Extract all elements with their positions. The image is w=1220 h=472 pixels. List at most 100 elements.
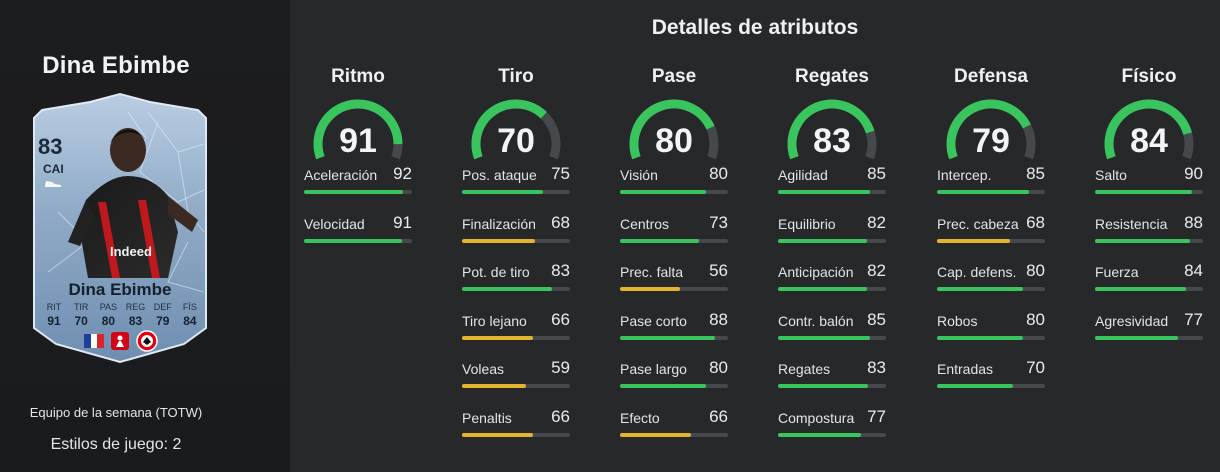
gauge-fill: [946, 99, 1031, 160]
attribute-row-aceleracion: Aceleración 92: [302, 164, 414, 213]
playstyles-count[interactable]: Estilos de juego: 2: [50, 436, 182, 453]
card-stat: RIT 91: [42, 302, 66, 328]
attribute-value: 59: [551, 358, 570, 377]
card-stats: RIT 91 TIR 70 PAS 80 REG 83 DEF 79 FÍS 84: [42, 302, 202, 328]
attribute-value: 66: [551, 309, 570, 329]
attribute-bar-track: [778, 238, 886, 243]
attribute-name: Robos: [937, 312, 978, 329]
attribute-row-intercep: Intercep. 85: [935, 164, 1047, 213]
attribute-bar-fill: [462, 238, 536, 243]
attribute-name: Agresividad: [1095, 312, 1169, 329]
attribute-name: Pase largo: [620, 361, 687, 377]
attribute-value: 66: [709, 406, 728, 426]
attribute-value: 70: [1026, 358, 1045, 377]
attribute-bar-fill: [778, 432, 862, 437]
attribute-bar-fill: [620, 238, 699, 243]
attribute-name: Visión: [620, 167, 658, 183]
attribute-row-centros: Centros 73: [618, 213, 730, 262]
attribute-name: Velocidad: [304, 215, 365, 232]
attribute-value: 80: [709, 164, 728, 183]
attribute-bar-track: [462, 384, 570, 388]
attribute-value: 82: [867, 261, 886, 280]
attribute-bar-fill: [620, 384, 707, 388]
attribute-bar-track: [778, 432, 886, 437]
attribute-value: 80: [1026, 309, 1045, 329]
attribute-value: 73: [709, 212, 728, 232]
attribute-bar-fill: [1095, 335, 1179, 340]
attribute-name: Voleas: [462, 361, 505, 377]
attribute-row-pase-largo: Pase largo 80: [618, 358, 730, 407]
attribute-name: Fuerza: [1095, 264, 1139, 280]
attribute-bar-track: [462, 190, 570, 194]
attribute-bar-track: [1095, 287, 1203, 291]
card-background: Indeed: [33, 92, 207, 364]
card-stat: PAS 80: [96, 302, 120, 328]
player-card[interactable]: Indeed 83 CAI Dina Ebimbe RIT 91 TIR 70 PA…: [28, 92, 212, 364]
attribute-name: Efecto: [620, 409, 660, 426]
attribute-bar-track: [462, 287, 570, 291]
attribute-value: 82: [867, 212, 886, 232]
attribute-name: Centros: [620, 215, 670, 232]
attribute-bar-track: [937, 287, 1045, 291]
attribute-name: Prec. cabeza: [937, 215, 1019, 232]
attribute-row-equilibrio: Equilibrio 82: [776, 213, 888, 262]
attribute-name: Pase corto: [620, 312, 687, 329]
attribute-bar-fill: [778, 287, 867, 291]
attribute-row-agilidad: Agilidad 85: [776, 164, 888, 213]
card-stat: TIR 70: [69, 302, 93, 328]
category-rating: 79: [972, 122, 1010, 160]
attribute-value: 68: [1026, 212, 1045, 232]
category-column-tiro: Tiro 70 Pos. ataque 75 Finalización 68 Pot. de…: [460, 66, 572, 455]
gauge-arc: [629, 99, 719, 160]
eintracht-crest-icon: [136, 330, 158, 352]
attribute-bar-track: [620, 287, 728, 291]
attribute-bar-track: [620, 335, 728, 340]
attribute-bar-fill: [462, 384, 526, 388]
attribute-name: Salto: [1095, 167, 1127, 183]
card-stat: DEF 79: [151, 302, 175, 328]
category-column-defensa: Defensa 79 Intercep. 85 Prec. cabeza 68 Cap. d…: [935, 66, 1047, 407]
attribute-name: Entradas: [937, 361, 994, 377]
attribute-name: Regates: [778, 361, 831, 377]
category-name: Físico: [1121, 66, 1177, 87]
category-gauge: 84: [1093, 94, 1205, 164]
card-stat-value: 83: [128, 314, 143, 328]
attribute-bar-track: [937, 335, 1045, 340]
attribute-bar-fill: [937, 287, 1024, 291]
attribute-value: 83: [867, 358, 886, 377]
category-rating: 83: [813, 122, 851, 160]
attribute-bar-fill: [778, 384, 868, 388]
attribute-bar-fill: [462, 432, 534, 437]
attribute-value: 84: [1184, 261, 1203, 280]
attribute-value: 88: [709, 309, 728, 329]
attribute-bar-track: [778, 384, 886, 388]
attribute-value: 85: [867, 309, 886, 329]
attribute-row-penaltis: Penaltis 66: [460, 407, 572, 456]
card-stat-value: 84: [183, 314, 197, 328]
attribute-bar-track: [937, 384, 1045, 388]
attribute-name: Penaltis: [462, 409, 512, 426]
card-stat: FÍS 84: [178, 302, 202, 328]
card-stat-label: FÍS: [182, 302, 197, 312]
attribute-bar-track: [620, 190, 728, 194]
card-stat-value: 70: [74, 314, 88, 328]
attribute-row-velocidad: Velocidad 91: [302, 213, 414, 262]
boot-icon: [45, 181, 61, 187]
attribute-bar-fill: [1095, 287, 1186, 291]
attribute-row-fuerza: Fuerza 84: [1093, 261, 1205, 310]
attribute-value: 92: [393, 164, 412, 183]
card-stat-label: PAS: [99, 302, 118, 312]
attribute-bar-fill: [1095, 238, 1191, 243]
attribute-value: 80: [709, 358, 728, 377]
attribute-name: Anticipación: [778, 264, 854, 280]
category-gauge: 80: [618, 94, 730, 164]
attribute-row-entradas: Entradas 70: [935, 358, 1047, 407]
attribute-name: Tiro lejano: [462, 312, 527, 329]
category-name: Defensa: [954, 66, 1028, 87]
attribute-name: Resistencia: [1095, 215, 1168, 232]
attribute-name: Aceleración: [304, 167, 378, 183]
attribute-bar-track: [937, 238, 1045, 243]
card-stat-value: 80: [101, 314, 116, 328]
attribute-value: 77: [867, 406, 886, 426]
category-rating: 80: [655, 122, 693, 160]
